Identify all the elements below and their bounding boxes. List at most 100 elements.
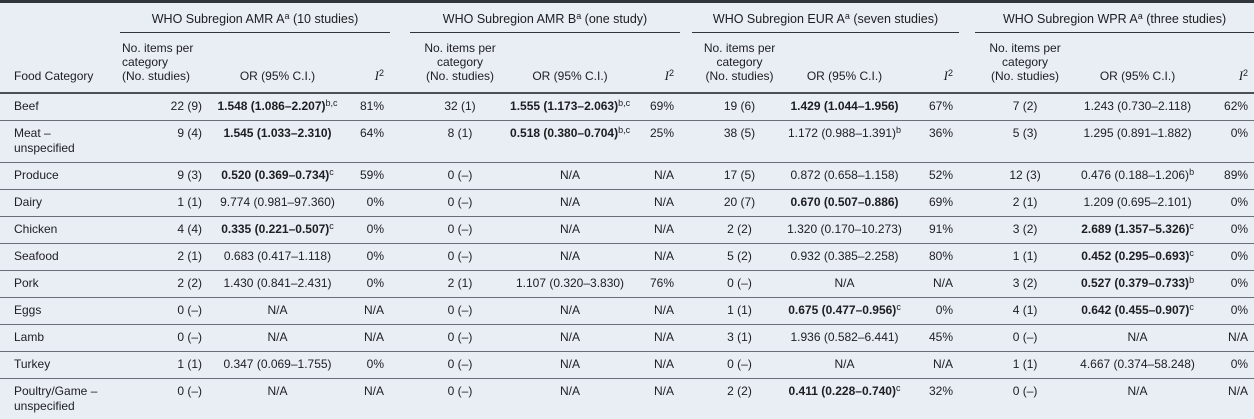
items-count-cell: 0 (–) [410,189,511,217]
i-squared-cell: 81% [345,92,391,121]
table-row: Dairy 1 (1) 9.774 (0.981–97.360) 0% 0 (–) N/A… [0,189,1254,217]
or-ci-cell: N/A [210,378,345,419]
column-gap [680,33,692,93]
table-row: Beef 22 (9) 1.548 (1.086–2.207)b,c 81% 32 (1… [0,92,1254,121]
or-value: N/A [267,330,288,344]
group-header-1: WHO Subregion AMR Aa (10 studies) [120,3,391,33]
column-gap [959,378,976,419]
column-gap [390,378,411,419]
items-count-cell: 1 (1) [120,189,210,217]
items-count-cell: 0 (–) [975,378,1076,419]
or-footnote-marker: b [896,125,902,135]
or-value: 1.936 (0.582–6.441) [790,330,899,344]
i-squared-cell: 0% [345,189,391,217]
or-ci-cell: 0.872 (0.658–1.158) [787,162,903,190]
items-header-line1: No. items per category [122,41,194,69]
i-squared-cell: N/A [630,162,681,190]
i-squared-cell: N/A [345,378,391,419]
or-value: 0.683 (0.417–1.118) [223,249,332,263]
i-squared-cell: N/A [1200,378,1254,419]
or-footnote-marker: c [1189,248,1194,258]
group-spanner: WHO Subregion AMR Aa (10 studies) [120,11,391,33]
or-ci-cell: 1.545 (1.033–2.310) [210,120,345,163]
column-gap [959,324,976,352]
items-count-cell: 1 (1) [975,243,1076,271]
group-footnote-marker: a [284,11,290,21]
or-ci-cell: N/A [510,297,631,325]
or-footnote-marker: c [1189,221,1194,231]
table-row: Eggs 0 (–) N/A N/A 0 (–) N/A N/A 1 (1) 0.675 (0.… [0,297,1254,325]
or-ci-cell: N/A [510,216,631,244]
or-ci-cell: 9.774 (0.981–97.360) [210,189,345,217]
or-ci-cell: N/A [210,324,345,352]
or-value: N/A [560,195,581,209]
table-row: Poultry/Game – unspecified 0 (–) N/A N/A 0 (… [0,378,1254,419]
or-ci-cell: N/A [787,351,903,379]
i-squared-cell: N/A [630,297,681,325]
items-per-category-header: No. items per category (No. studies) [410,33,510,93]
table-row: Turkey 1 (1) 0.347 (0.069–1.755) 0% 0 (–) N/A… [0,351,1254,379]
i-squared-exponent: 2 [948,68,954,78]
or-ci-cell: N/A [1075,324,1201,352]
i-squared-cell: 0% [345,243,391,271]
i-squared-exponent: 2 [379,68,385,78]
or-ci-cell: 0.411 (0.228–0.740)c [787,378,903,419]
items-count-cell: 3 (2) [975,270,1076,298]
items-count-cell: 2 (2) [120,270,210,298]
or-value: 0.642 (0.455–0.907) [1081,303,1190,317]
food-category-cell: Eggs [0,297,120,325]
i-squared-cell: N/A [345,297,391,325]
i-squared-cell: 91% [902,216,960,244]
items-count-cell: 1 (1) [692,297,788,325]
or-ci-cell: 0.347 (0.069–1.755) [210,351,345,379]
or-footnote-marker: c [329,167,334,177]
or-ci-cell: 0.335 (0.221–0.507)c [210,216,345,244]
or-ci-cell: 0.932 (0.385–2.258) [787,243,903,271]
or-footnote-marker: c [329,221,334,231]
or-value: N/A [560,384,581,398]
or-value: 1.555 (1.173–2.063) [510,99,619,113]
table-row: Pork 2 (2) 1.430 (0.841–2.431) 0% 2 (1) 1.107… [0,270,1254,298]
items-count-cell: 5 (2) [692,243,788,271]
or-value: N/A [560,330,581,344]
subregion-odds-ratio-table: WHO Subregion AMR Aa (10 studies) WHO Sub… [0,3,1254,419]
table-row: Meat – unspecified 9 (4) 1.545 (1.033–2.31… [0,120,1254,163]
food-category-cell: Lamb [0,324,120,352]
food-category-cell: Chicken [0,216,120,244]
column-gap [680,120,693,163]
group-study-count: (three studies) [1142,12,1227,26]
group-footnote-marker: a [576,11,582,21]
or-ci-cell: 1.172 (0.988–1.391)b [787,120,903,163]
i-squared-cell: 0% [1200,120,1254,163]
i-squared-header: I2 [345,33,390,93]
group-header-row: WHO Subregion AMR Aa (10 studies) WHO Sub… [0,3,1254,33]
food-category-cell: Dairy [0,189,120,217]
column-gap [680,243,693,271]
items-per-category-header: No. items per category (No. studies) [975,33,1075,93]
column-gap [959,243,976,271]
items-count-cell: 4 (1) [975,297,1076,325]
or-ci-cell: 0.670 (0.507–0.886) [787,189,903,217]
or-value: 0.872 (0.658–1.158) [790,168,899,182]
items-count-cell: 8 (1) [410,120,511,163]
or-ci-cell: 0.675 (0.477–0.956)c [787,297,903,325]
or-value: 0.932 (0.385–2.258) [790,249,899,263]
i-squared-exponent: 2 [669,68,675,78]
i-squared-cell: 0% [1200,270,1254,298]
or-ci-cell: 0.527 (0.379–0.733)b [1075,270,1201,298]
or-value: 0.670 (0.507–0.886) [790,195,899,209]
or-value: 0.452 (0.295–0.693) [1081,249,1190,263]
group-study-count: (one study) [581,12,648,26]
or-footnote-marker: c [1189,302,1194,312]
or-ci-cell: 1.936 (0.582–6.441) [787,324,903,352]
i-squared-cell: 62% [1200,92,1254,121]
or-value: N/A [267,303,288,317]
or-ci-cell: 1.555 (1.173–2.063)b,c [510,92,631,121]
column-gap [390,297,411,325]
items-count-cell: 7 (2) [975,92,1076,121]
items-count-cell: 3 (2) [975,216,1076,244]
food-category-cell: Poultry/Game – unspecified [0,378,120,419]
column-gap [959,3,975,33]
items-header-line1: No. items per category [424,41,496,69]
